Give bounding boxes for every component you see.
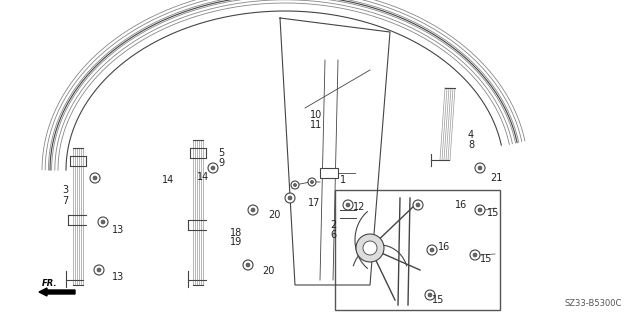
Circle shape [478, 208, 482, 212]
Bar [320, 168, 338, 178]
Circle shape [310, 180, 314, 184]
Text: 11: 11 [310, 120, 323, 130]
Text: 10: 10 [310, 110, 323, 120]
Circle shape [243, 260, 253, 270]
Text: 3: 3 [62, 185, 68, 195]
FancyArrow shape [39, 288, 75, 296]
Text: 7: 7 [62, 196, 68, 206]
Circle shape [93, 176, 97, 180]
Text: 14: 14 [162, 175, 174, 185]
Circle shape [308, 178, 316, 186]
Circle shape [251, 208, 255, 212]
Circle shape [246, 263, 250, 267]
Circle shape [293, 183, 296, 187]
Circle shape [97, 268, 101, 272]
Text: 6: 6 [330, 230, 336, 240]
Text: 21: 21 [490, 173, 502, 183]
Circle shape [98, 217, 108, 227]
Text: 13: 13 [112, 272, 124, 282]
Circle shape [475, 163, 485, 173]
Circle shape [425, 290, 435, 300]
Text: 5: 5 [218, 148, 224, 158]
Text: 15: 15 [480, 254, 492, 264]
Circle shape [208, 163, 218, 173]
Bar [335, 190, 500, 310]
Circle shape [470, 250, 480, 260]
Text: 8: 8 [468, 140, 474, 150]
Text: SZ33-B5300C: SZ33-B5300C [564, 299, 622, 308]
Circle shape [211, 166, 215, 170]
Circle shape [101, 220, 105, 224]
Circle shape [416, 203, 420, 207]
Circle shape [356, 234, 384, 262]
Text: 14: 14 [197, 172, 209, 182]
Text: 15: 15 [432, 295, 444, 305]
Text: 2: 2 [330, 220, 336, 230]
Text: 18: 18 [230, 228, 243, 238]
Circle shape [346, 203, 350, 207]
Text: 17: 17 [308, 198, 321, 208]
Circle shape [343, 200, 353, 210]
Circle shape [285, 193, 295, 203]
Circle shape [413, 200, 423, 210]
Circle shape [478, 166, 482, 170]
Text: 1: 1 [340, 175, 346, 185]
Text: FR.: FR. [42, 279, 58, 288]
Circle shape [94, 265, 104, 275]
Text: 16: 16 [455, 200, 467, 210]
Circle shape [248, 205, 258, 215]
Text: 15: 15 [487, 208, 499, 218]
Circle shape [473, 253, 477, 257]
Text: 16: 16 [438, 242, 451, 252]
Circle shape [475, 205, 485, 215]
Text: 12: 12 [353, 202, 365, 212]
Text: 13: 13 [112, 225, 124, 235]
Text: 4: 4 [468, 130, 474, 140]
Circle shape [90, 173, 100, 183]
Text: 20: 20 [262, 266, 275, 276]
Text: 9: 9 [218, 158, 224, 168]
Circle shape [363, 241, 377, 255]
Circle shape [291, 181, 299, 189]
Circle shape [288, 196, 292, 200]
Text: 19: 19 [230, 237, 243, 247]
Text: 20: 20 [268, 210, 280, 220]
Circle shape [430, 248, 434, 252]
Circle shape [428, 293, 432, 297]
Circle shape [427, 245, 437, 255]
